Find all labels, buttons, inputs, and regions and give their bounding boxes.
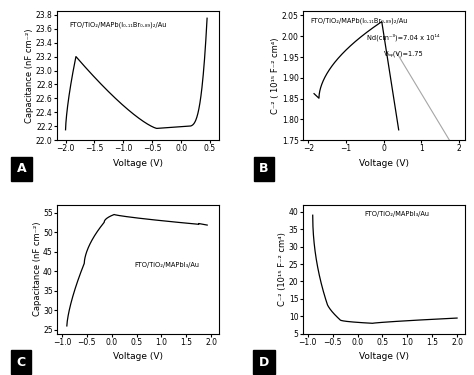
- Text: A: A: [17, 162, 26, 175]
- X-axis label: Voltage (V): Voltage (V): [359, 352, 409, 362]
- Y-axis label: Capacitance (nF cm⁻²): Capacitance (nF cm⁻²): [33, 222, 42, 316]
- Text: FTO/TiO₂/MAPbI₃/Au: FTO/TiO₂/MAPbI₃/Au: [135, 262, 200, 268]
- Text: FTO/TiO₂/MAPb(I₀.₁₁Br₀.₈₉)₂/Au: FTO/TiO₂/MAPb(I₀.₁₁Br₀.₈₉)₂/Au: [311, 18, 408, 24]
- X-axis label: Voltage (V): Voltage (V): [113, 352, 163, 362]
- X-axis label: Voltage (V): Voltage (V): [359, 159, 409, 168]
- Text: B: B: [259, 162, 269, 175]
- Y-axis label: Capacitance (nF cm⁻²): Capacitance (nF cm⁻²): [26, 28, 35, 123]
- Y-axis label: C⁻² ( 10¹⁵ F⁻² cm⁴): C⁻² ( 10¹⁵ F⁻² cm⁴): [271, 38, 280, 114]
- Text: D: D: [259, 356, 269, 369]
- Text: FTO/TiO₂/MAPbI₃/Au: FTO/TiO₂/MAPbI₃/Au: [364, 211, 429, 217]
- Y-axis label: C⁻² (10¹⁵ F⁻² cm⁴): C⁻² (10¹⁵ F⁻² cm⁴): [278, 232, 287, 306]
- Text: FTO/TiO₂/MAPb(I₀.₁₁Br₀.₈₉)₂/Au: FTO/TiO₂/MAPb(I₀.₁₁Br₀.₈₉)₂/Au: [70, 22, 167, 28]
- Text: Vₕᵩ(V)=1.75: Vₕᵩ(V)=1.75: [383, 50, 423, 57]
- Text: C: C: [17, 356, 26, 369]
- X-axis label: Voltage (V): Voltage (V): [113, 159, 163, 168]
- Text: Nd(cm⁻³)=7.04 x 10¹⁴: Nd(cm⁻³)=7.04 x 10¹⁴: [367, 34, 440, 41]
